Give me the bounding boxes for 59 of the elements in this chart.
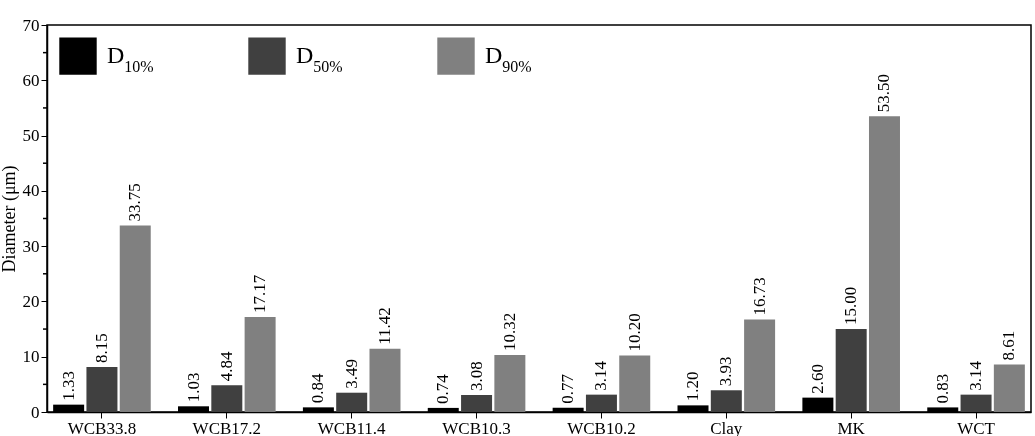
y-axis-title: Diameter (μm) [0,165,20,273]
bar [960,394,992,412]
y-tick-label: 50 [22,126,40,146]
text: 4.84 [216,351,236,382]
bar [86,366,118,412]
text: 1.33 [58,370,78,401]
bar [461,394,493,412]
text: 10.32 [499,312,519,351]
y-tick-label: 60 [22,70,40,90]
text: 1.03 [183,372,203,403]
text: 0.84 [308,373,328,404]
x-tick-label: WCB10.2 [567,418,636,436]
bar [494,354,526,412]
x-tick-label: WCB10.3 [442,418,511,436]
bar [119,225,151,412]
y-tick-label: 30 [22,236,40,256]
y-tick-label: 0 [31,402,40,422]
text: 3.08 [466,361,486,391]
text: 3.49 [341,358,361,389]
text: 15.00 [841,286,861,326]
x-tick-label: WCB17.2 [192,418,262,436]
text: 10.20 [624,313,644,352]
text: 8.61 [999,330,1019,361]
text: 0.83 [932,373,952,404]
x-tick-label: WCB11.4 [317,418,387,436]
text: 3.14 [591,360,611,391]
text: 2.60 [807,363,827,394]
legend-label: D$_{10%}$ [107,42,154,75]
text: 1.20 [683,371,703,402]
y-tick-label: 10 [22,347,40,367]
bar [336,392,368,412]
bar [710,390,742,412]
text: 3.14 [966,360,986,391]
text: 11.42 [374,307,394,345]
bar [585,394,617,412]
text: 53.50 [874,73,894,113]
text: 3.93 [716,356,736,387]
bar [619,355,651,412]
text: 0.74 [433,374,453,404]
text: 17.17 [250,274,270,314]
legend-label: D$_{90%}$ [485,42,532,75]
bar [993,364,1025,412]
x-tick-label: MK [837,418,866,436]
y-tick-label: 70 [22,15,40,35]
x-tick-label: WCT [957,418,996,436]
bar [835,329,867,412]
text: 33.75 [125,183,145,222]
text: 0.77 [558,373,578,404]
x-tick-label: WCB33.8 [67,418,137,436]
bar [744,319,776,412]
text: 8.15 [91,333,111,363]
y-tick-label: 40 [22,181,40,201]
text: 16.73 [749,277,769,316]
y-tick-label: 20 [22,291,40,311]
bar [244,317,276,412]
legend-label: D$_{50%}$ [296,42,343,75]
bar [868,116,900,412]
bar [369,348,401,412]
bar [211,385,243,412]
